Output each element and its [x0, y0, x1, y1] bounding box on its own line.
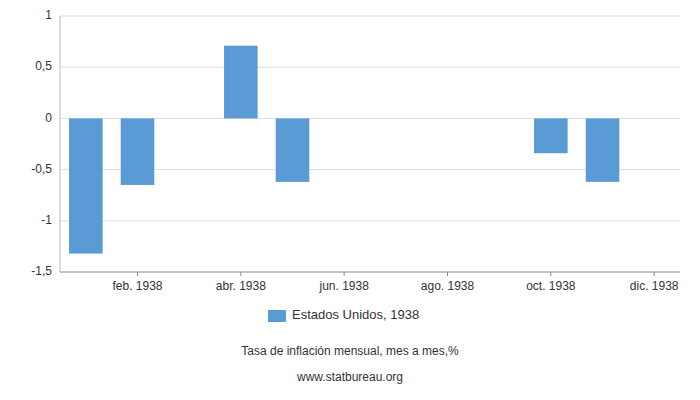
y-tick-label: -1 [41, 213, 52, 227]
bar [637, 118, 671, 119]
grid-line [60, 220, 680, 221]
bar [482, 118, 516, 119]
grid-line [60, 272, 680, 273]
x-tick-label: feb. 1938 [112, 279, 162, 293]
y-tick-label: 1 [45, 8, 52, 22]
x-tick-label: abr. 1938 [216, 279, 266, 293]
grid-line [60, 67, 680, 68]
chart: -1,5 -1 -0,5 0 0,5 1 feb. 1938 abr. 1938 jun. 19… [0, 0, 700, 400]
bar [276, 118, 310, 181]
legend-label: Estados Unidos, 1938 [292, 307, 419, 322]
x-tick [137, 272, 138, 276]
bar [69, 118, 103, 253]
grid [60, 16, 680, 272]
bar [586, 118, 620, 181]
legend-swatch [268, 310, 286, 322]
x-tick-label: oct. 1938 [526, 279, 576, 293]
annotation: www.statbureau.org [296, 370, 403, 384]
x-tick [240, 272, 241, 276]
legend: Estados Unidos, 1938 [268, 307, 419, 322]
x-tick-label: ago. 1938 [421, 279, 475, 293]
bar [224, 46, 258, 119]
bars [69, 46, 619, 254]
y-tick-label: -1,5 [31, 264, 52, 278]
bar [172, 118, 206, 119]
x-axis-line [60, 272, 680, 273]
x-tick [550, 272, 551, 276]
bar [379, 118, 413, 119]
x-tick [654, 272, 655, 276]
x-tick [344, 272, 345, 276]
y-tick-label: -0,5 [31, 162, 52, 176]
y-tick-label: 0 [45, 111, 52, 125]
bar [431, 118, 465, 119]
y-tick-label: 0,5 [35, 59, 52, 73]
bar [327, 118, 361, 119]
bar [534, 118, 568, 153]
y-axis-line [60, 16, 61, 272]
x-tick-label: dic. 1938 [630, 279, 679, 293]
bar [121, 118, 155, 185]
subtitle: Tasa de inflación mensual, mes a mes,% [241, 344, 459, 358]
axes: -1,5 -1 -0,5 0 0,5 1 feb. 1938 abr. 1938 jun. 19… [31, 8, 680, 293]
x-tick [447, 272, 448, 276]
grid-line [60, 16, 680, 17]
x-tick-label: jun. 1938 [318, 279, 369, 293]
